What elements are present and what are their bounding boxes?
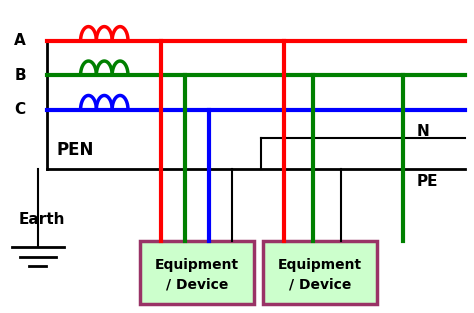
- Text: / Device: / Device: [289, 278, 351, 292]
- Text: B: B: [14, 68, 26, 83]
- Text: A: A: [14, 33, 26, 48]
- Text: C: C: [14, 102, 25, 117]
- Text: N: N: [417, 124, 430, 139]
- FancyBboxPatch shape: [140, 241, 254, 304]
- FancyBboxPatch shape: [263, 241, 377, 304]
- Text: Equipment: Equipment: [155, 258, 239, 272]
- Text: PEN: PEN: [57, 141, 94, 159]
- Text: / Device: / Device: [165, 278, 228, 292]
- Text: PE: PE: [417, 174, 438, 189]
- Text: Earth: Earth: [19, 212, 65, 227]
- Text: Equipment: Equipment: [278, 258, 362, 272]
